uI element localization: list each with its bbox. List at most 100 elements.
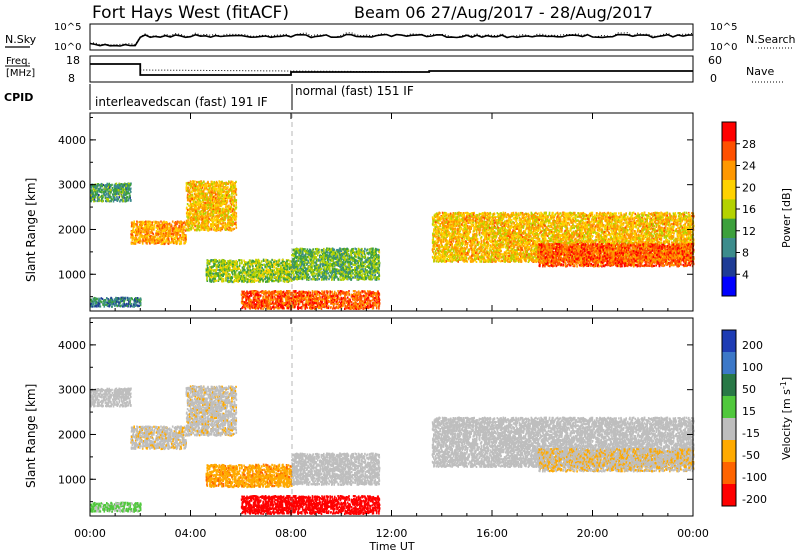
data-cell	[124, 199, 126, 201]
data-cell	[193, 201, 195, 203]
data-cell	[269, 261, 271, 263]
data-cell	[219, 276, 221, 278]
data-cell	[235, 214, 237, 216]
data-cell	[206, 223, 208, 225]
data-cell	[122, 196, 124, 198]
data-cell	[228, 216, 230, 218]
data-cell	[235, 207, 237, 209]
data-cell	[201, 204, 203, 206]
data-cell	[105, 184, 107, 186]
data-cell	[258, 262, 260, 264]
data-cell	[201, 226, 203, 228]
data-cell	[169, 235, 171, 237]
data-cell	[239, 259, 241, 261]
data-cell	[354, 290, 356, 292]
plot-title: Fort Hays West (fitACF)	[92, 3, 289, 23]
data-cell	[112, 196, 114, 198]
data-cell	[199, 185, 201, 187]
data-cell	[202, 184, 204, 186]
data-cell	[130, 200, 132, 202]
data-cell	[202, 207, 204, 209]
data-cell	[225, 275, 227, 277]
data-cell	[284, 304, 286, 306]
data-cell	[271, 259, 273, 261]
data-cell	[271, 273, 273, 275]
data-cell	[289, 302, 291, 304]
data-cell	[95, 187, 97, 189]
data-cell	[151, 221, 153, 223]
data-cell	[239, 275, 241, 277]
cpid-label: CPID	[4, 91, 33, 104]
data-cell	[206, 221, 208, 223]
data-cell	[216, 196, 218, 198]
data-cell	[192, 189, 194, 191]
data-cell	[289, 267, 291, 269]
data-cell	[150, 232, 152, 234]
data-cell	[95, 194, 97, 196]
data-cell	[231, 276, 233, 278]
data-cell	[226, 190, 228, 192]
data-cell	[136, 237, 138, 239]
data-cell	[146, 243, 148, 245]
data-cell	[146, 228, 148, 230]
data-cell	[219, 269, 221, 271]
data-cell	[207, 201, 209, 203]
data-cell	[133, 230, 135, 232]
data-cell	[378, 307, 380, 309]
data-cell	[102, 189, 104, 191]
data-cell	[211, 217, 213, 219]
data-cell	[213, 227, 215, 229]
data-cell	[365, 301, 367, 303]
data-cell	[282, 302, 284, 304]
data-cell	[323, 294, 325, 296]
data-cell	[209, 228, 211, 230]
data-cell	[178, 240, 180, 242]
data-cell	[127, 192, 129, 194]
data-cell	[272, 280, 274, 282]
data-cell	[198, 187, 200, 189]
data-cell	[213, 210, 215, 212]
data-cell	[197, 225, 199, 227]
data-cell	[216, 268, 218, 270]
data-cell	[230, 260, 232, 262]
data-cell	[326, 305, 328, 307]
data-cell	[269, 302, 271, 304]
data-cell	[175, 239, 177, 241]
data-cell	[212, 193, 214, 195]
freq-tick-bottom: 8	[68, 72, 75, 85]
data-cell	[232, 262, 234, 264]
data-cell	[159, 236, 161, 238]
data-cell	[209, 207, 211, 209]
data-cell	[98, 194, 100, 196]
data-cell	[260, 275, 262, 277]
data-cell	[204, 187, 206, 189]
data-cell	[146, 237, 148, 239]
data-cell	[144, 240, 146, 242]
data-cell	[142, 231, 144, 233]
data-cell	[218, 199, 220, 201]
data-cell	[219, 189, 221, 191]
data-cell	[225, 202, 227, 204]
data-cell	[198, 202, 200, 204]
data-cell	[266, 280, 268, 282]
data-cell	[237, 277, 239, 279]
data-cell	[233, 281, 235, 283]
data-cell	[245, 263, 247, 265]
data-cell	[220, 212, 222, 214]
data-cell	[108, 195, 110, 197]
data-cell	[98, 188, 100, 190]
data-cell	[206, 216, 208, 218]
data-cell	[336, 292, 338, 294]
data-cell	[97, 197, 99, 199]
data-cell	[174, 242, 176, 244]
data-cell	[205, 226, 207, 228]
data-cell	[123, 194, 125, 196]
nsky-strip: N.Sky 10^5 10^0 10^5 10^0 N.Search	[5, 22, 796, 53]
data-cell	[225, 187, 227, 189]
data-cell	[191, 222, 193, 224]
data-cell	[207, 181, 209, 183]
data-cell	[208, 269, 210, 271]
data-cell	[273, 269, 275, 271]
data-cell	[134, 239, 136, 241]
data-cell	[225, 279, 227, 281]
